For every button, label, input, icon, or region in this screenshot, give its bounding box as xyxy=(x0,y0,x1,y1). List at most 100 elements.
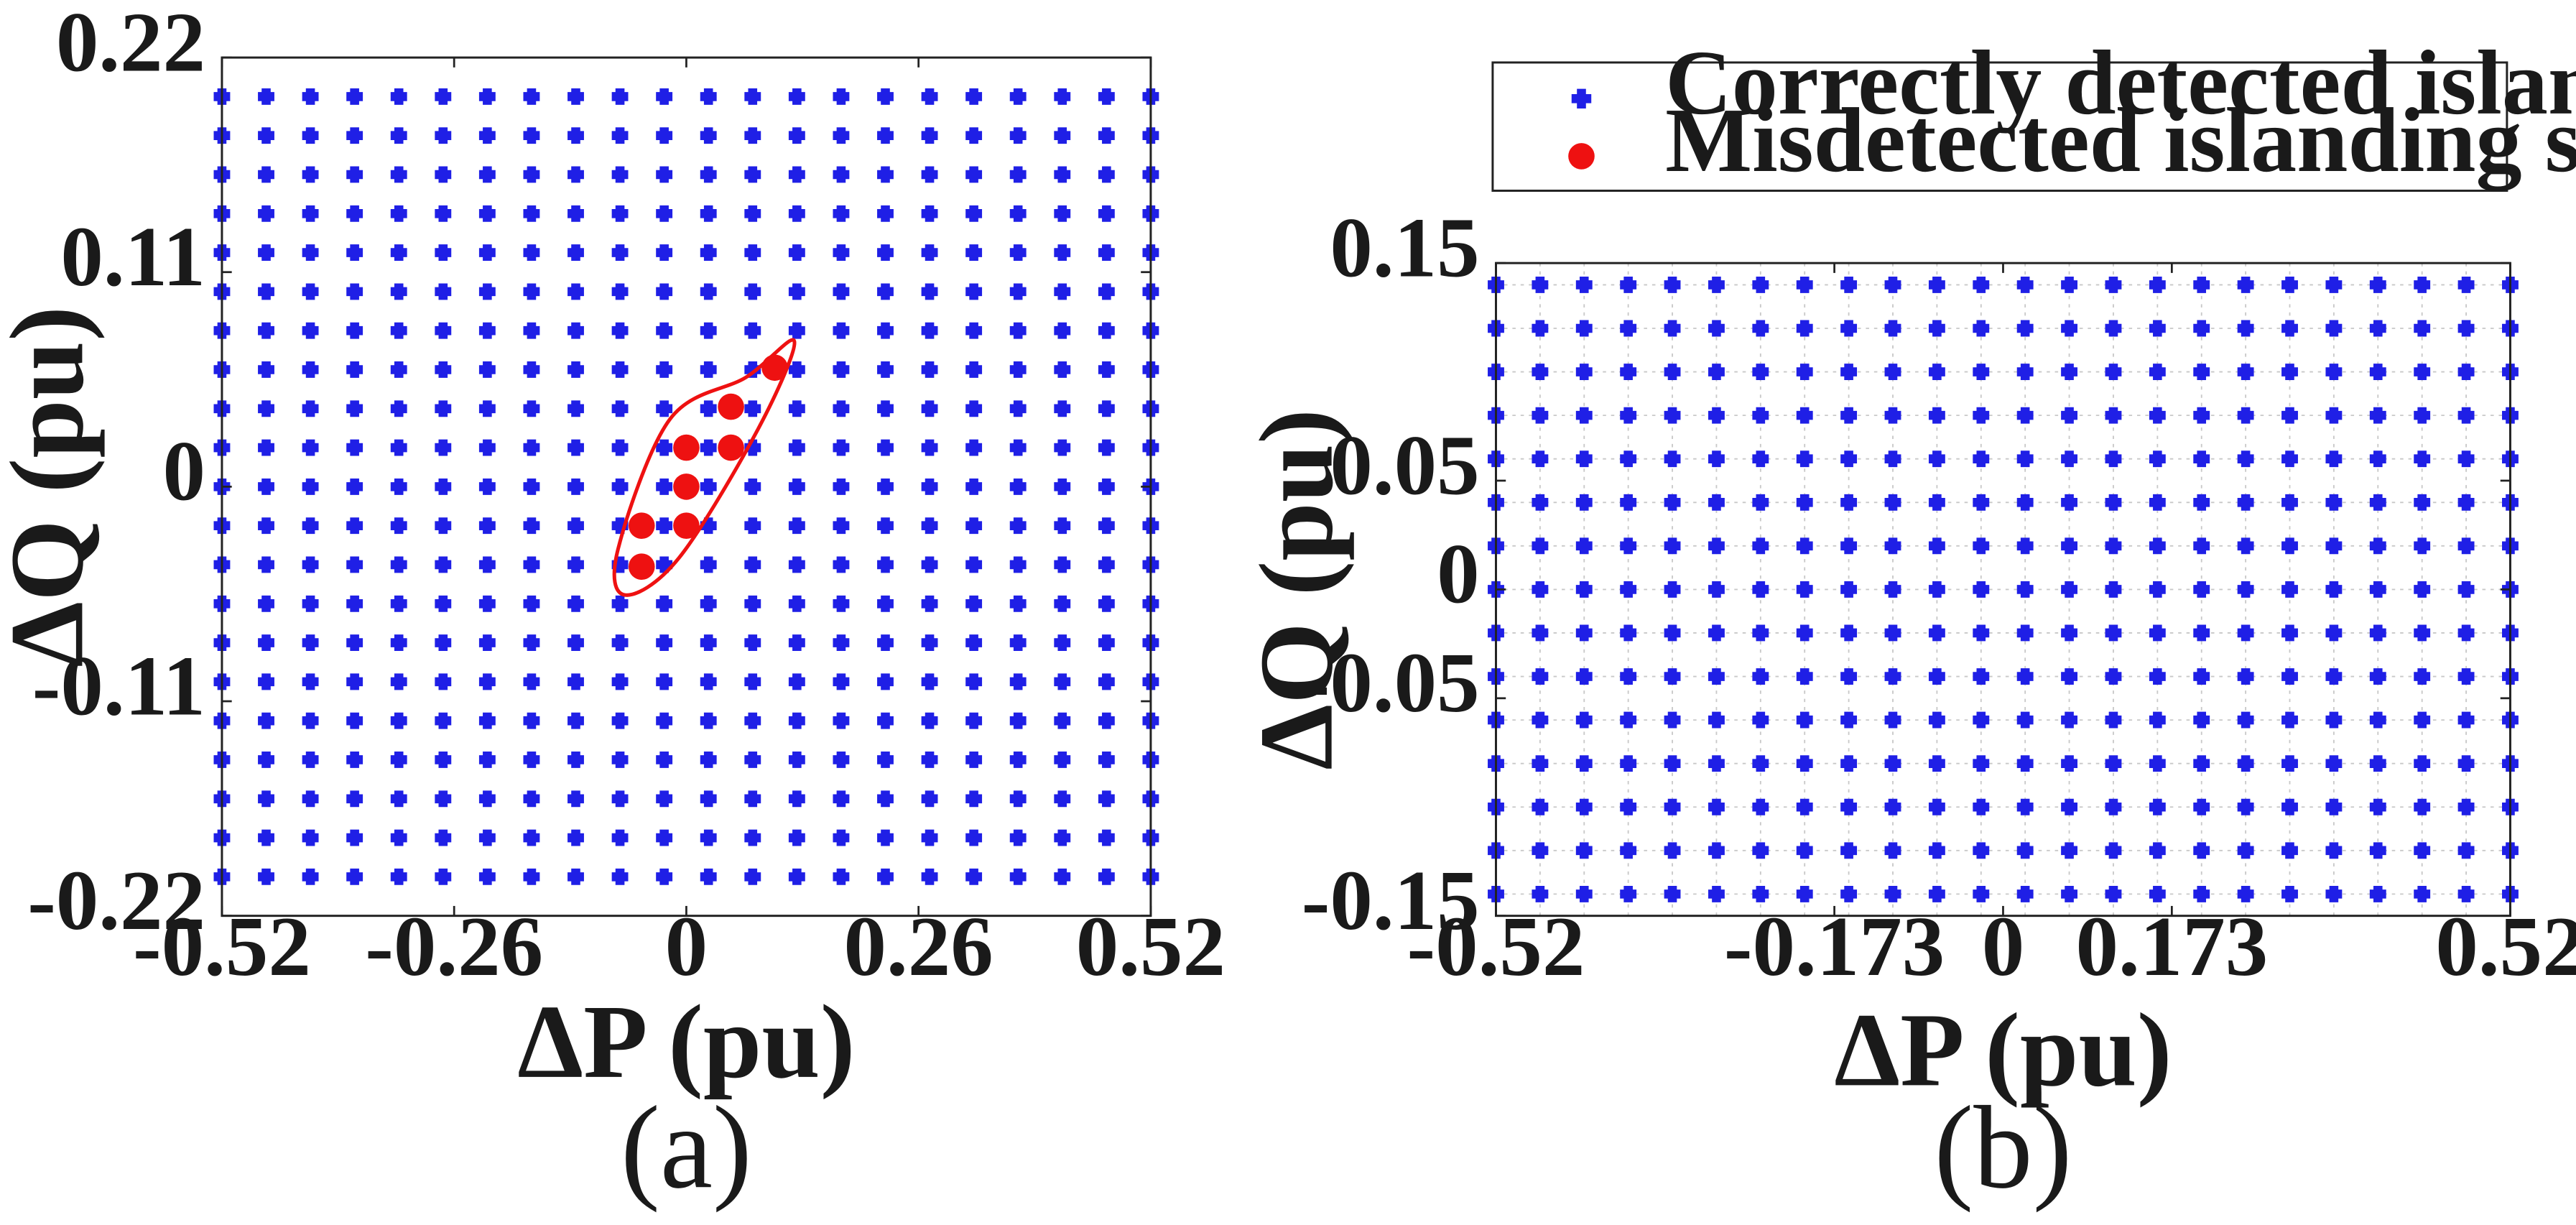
correct-sample-point xyxy=(2281,581,2298,598)
correct-sample-point xyxy=(700,556,717,573)
correct-sample-point xyxy=(611,478,629,495)
correct-sample-point xyxy=(346,166,363,183)
correct-sample-point xyxy=(1664,711,1681,729)
correct-sample-point xyxy=(2237,755,2254,772)
correct-sample-point xyxy=(2105,798,2122,815)
correct-sample-point xyxy=(1054,752,1071,768)
correct-sample-point xyxy=(921,752,938,768)
correct-sample-point xyxy=(478,439,496,456)
correct-sample-point xyxy=(2237,407,2254,424)
correct-sample-point xyxy=(611,673,629,690)
correct-sample-point xyxy=(1796,407,1813,424)
correct-sample-point xyxy=(2281,320,2298,337)
panel-a-misdetected-samples xyxy=(628,354,788,581)
correct-sample-point xyxy=(258,439,274,456)
correct-sample-point xyxy=(1575,711,1593,729)
correct-sample-point xyxy=(567,712,584,729)
correct-sample-point xyxy=(435,361,452,378)
correct-sample-point xyxy=(1884,624,1901,642)
correct-sample-point xyxy=(611,322,629,339)
correct-sample-point xyxy=(877,400,894,417)
correct-sample-point xyxy=(478,673,496,690)
correct-sample-point xyxy=(2193,624,2210,642)
correct-sample-point xyxy=(1620,407,1637,424)
correct-sample-point xyxy=(258,361,274,378)
correct-sample-point xyxy=(346,595,363,612)
correct-sample-point xyxy=(523,595,540,612)
correct-sample-point xyxy=(1009,673,1027,690)
correct-sample-point xyxy=(390,478,407,495)
correct-sample-point xyxy=(478,712,496,729)
correct-sample-point xyxy=(523,439,540,456)
correct-sample-point xyxy=(1708,320,1725,337)
correct-sample-point xyxy=(1532,320,1549,337)
correct-sample-point xyxy=(611,712,629,729)
correct-sample-point xyxy=(523,829,540,846)
y-tick-label: 0 xyxy=(1437,527,1480,621)
correct-sample-point xyxy=(2414,276,2431,293)
correct-sample-point xyxy=(2193,276,2210,293)
correct-sample-point xyxy=(478,127,496,144)
correct-sample-point xyxy=(1664,364,1681,381)
correct-sample-point xyxy=(2325,668,2343,685)
correct-sample-point xyxy=(1796,581,1813,598)
correct-sample-point xyxy=(523,478,540,495)
correct-sample-point xyxy=(1973,885,1990,902)
correct-sample-point xyxy=(1752,364,1769,381)
correct-sample-point xyxy=(1973,537,1990,555)
y-tick-label: 0.22 xyxy=(56,0,205,89)
correct-sample-point xyxy=(877,244,894,262)
correct-sample-point xyxy=(2369,494,2386,511)
correct-sample-point xyxy=(346,868,363,885)
correct-sample-point xyxy=(1708,407,1725,424)
correct-sample-point xyxy=(965,88,983,105)
correct-sample-point xyxy=(2016,537,2034,555)
correct-sample-point xyxy=(302,400,319,417)
legend-box xyxy=(1491,61,2508,192)
correct-sample-point xyxy=(1752,798,1769,815)
correct-sample-point xyxy=(435,790,452,808)
correct-sample-point xyxy=(1532,537,1549,555)
correct-sample-point xyxy=(965,244,983,262)
correct-sample-point xyxy=(1928,581,1945,598)
correct-sample-point xyxy=(567,244,584,262)
correct-sample-point xyxy=(744,244,761,262)
correct-sample-point xyxy=(258,400,274,417)
correct-sample-point xyxy=(1054,439,1071,456)
correct-sample-point xyxy=(1620,755,1637,772)
correct-sample-point xyxy=(744,166,761,183)
correct-sample-point xyxy=(1928,537,1945,555)
correct-sample-point xyxy=(611,361,629,378)
correct-sample-point xyxy=(700,712,717,729)
correct-sample-point xyxy=(390,166,407,183)
correct-sample-point xyxy=(656,400,673,417)
correct-sample-point xyxy=(700,322,717,339)
correct-sample-point xyxy=(921,361,938,378)
correct-sample-point xyxy=(1928,450,1945,468)
correct-sample-point xyxy=(258,829,274,846)
correct-sample-point xyxy=(1840,711,1858,729)
correct-sample-point xyxy=(1928,494,1945,511)
correct-sample-point xyxy=(700,361,717,378)
correct-sample-point xyxy=(700,790,717,808)
correct-sample-point xyxy=(1708,537,1725,555)
correct-sample-point xyxy=(1840,798,1858,815)
correct-sample-point xyxy=(1620,537,1637,555)
correct-sample-point xyxy=(1973,842,1990,859)
correct-sample-point xyxy=(1884,364,1901,381)
correct-sample-point xyxy=(921,439,938,456)
correct-sample-point xyxy=(2281,624,2298,642)
correct-sample-point xyxy=(2414,320,2431,337)
correct-sample-point xyxy=(1796,320,1813,337)
correct-sample-point xyxy=(346,127,363,144)
correct-sample-point xyxy=(435,517,452,535)
correct-sample-point xyxy=(435,283,452,300)
correct-sample-point xyxy=(1098,244,1115,262)
correct-sample-point xyxy=(1708,668,1725,685)
correct-sample-point xyxy=(2061,494,2078,511)
correct-sample-point xyxy=(2016,276,2034,293)
correct-sample-point xyxy=(833,712,850,729)
correct-sample-point xyxy=(2193,537,2210,555)
correct-sample-point xyxy=(2457,450,2475,468)
correct-sample-point xyxy=(1054,205,1071,222)
